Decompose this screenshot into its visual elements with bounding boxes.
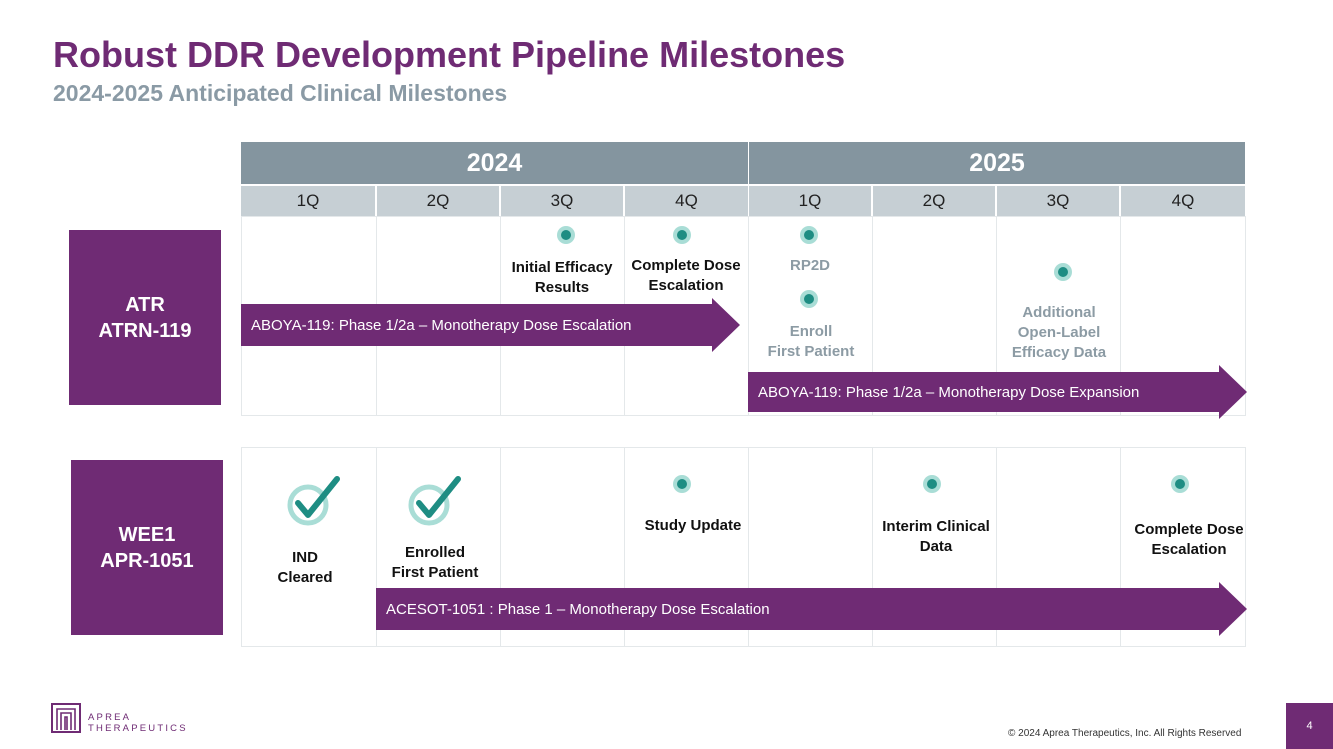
- page-subtitle: 2024-2025 Anticipated Clinical Milestone…: [53, 80, 508, 106]
- quarter-header: 4Q: [625, 186, 748, 216]
- milestone-complete-dose-escalation-wee1: Complete Dose Escalation: [1134, 520, 1243, 560]
- arrow-head: [1219, 365, 1247, 419]
- milestone-text-line: Interim Clinical: [882, 518, 990, 535]
- wee1-row-label: WEE1 APR-1051: [71, 460, 223, 635]
- grid-divider: [748, 216, 749, 416]
- milestone-interim-clinical-data: Interim Clinical Data: [882, 517, 990, 557]
- milestone-text-line: Initial Efficacy: [511, 259, 613, 276]
- milestone-text-line: Additional: [1022, 304, 1096, 321]
- arrow-body: [241, 304, 713, 346]
- grid-divider: [624, 447, 625, 647]
- arrow-label: ABOYA-119: Phase 1/2a – Monotherapy Dose…: [758, 383, 1140, 401]
- grid-divider: [872, 216, 873, 416]
- quarter-header: 1Q: [749, 186, 871, 216]
- milestone-study-update: Study Update: [644, 517, 742, 534]
- page-number: 4: [1286, 703, 1333, 749]
- milestone-dot: [800, 226, 818, 244]
- quarter-header: 3Q: [997, 186, 1119, 216]
- arrow-label: ACESOT-1051 : Phase 1 – Monotherapy Dose…: [386, 600, 770, 618]
- atr-label-line2: ATRN-119: [98, 319, 192, 342]
- wee1-dose-escalation-arrow: ACESOT-1051 : Phase 1 – Monotherapy Dose…: [376, 582, 1247, 636]
- milestone-text-line: Enrolled: [404, 544, 465, 561]
- check-icon: [287, 476, 340, 526]
- year-header-2024: 2024: [241, 142, 748, 184]
- milestone-rp2d: RP2D: [789, 257, 831, 274]
- milestone-text-line: First Patient: [391, 564, 479, 581]
- milestone-dot: [1171, 475, 1189, 493]
- grid-divider: [1120, 216, 1121, 416]
- quarter-header: 1Q: [241, 186, 375, 216]
- milestone-dot: [923, 475, 941, 493]
- milestone-dot: [800, 290, 818, 308]
- wee1-row-grid: [241, 447, 1246, 647]
- company-logo-text: APREA THERAPEUTICS: [88, 712, 188, 734]
- milestone-text-line: Enroll: [789, 323, 833, 340]
- milestone-dot: [1054, 263, 1072, 281]
- milestone-text-line: IND: [292, 549, 318, 566]
- milestone-text-line: Efficacy Data: [1011, 344, 1107, 361]
- atr-dose-expansion-arrow: ABOYA-119: Phase 1/2a – Monotherapy Dose…: [748, 365, 1247, 419]
- grid-divider: [872, 447, 873, 647]
- milestone-text-line: Open-Label: [1017, 324, 1101, 341]
- grid-divider: [500, 447, 501, 647]
- milestone-text-line: Escalation: [1151, 541, 1227, 558]
- arrow-body: [748, 372, 1220, 412]
- milestone-ind-cleared: IND Cleared: [277, 548, 332, 588]
- milestone-text-line: Escalation: [648, 277, 724, 294]
- atr-dose-escalation-arrow: ABOYA-119: Phase 1/2a – Monotherapy Dose…: [241, 298, 740, 352]
- milestone-text-line: Cleared: [277, 569, 333, 586]
- page-title: Robust DDR Development Pipeline Mileston…: [53, 34, 846, 75]
- milestone-dot: [673, 226, 691, 244]
- grid-divider: [748, 447, 749, 647]
- milestone-dot: [557, 226, 575, 244]
- atr-label-line1: ATR: [125, 293, 165, 316]
- copyright-notice: © 2024 Aprea Therapeutics, Inc. All Righ…: [1008, 728, 1242, 739]
- wee1-label-line1: WEE1: [118, 523, 176, 546]
- milestone-text-line: Data: [919, 538, 953, 555]
- aprea-logo-icon: [51, 703, 81, 733]
- milestone-enrolled-first-patient: Enrolled First Patient: [392, 543, 479, 583]
- wee1-label-line2: APR-1051: [100, 549, 194, 572]
- grid-divider: [996, 447, 997, 647]
- quarter-header: 3Q: [501, 186, 623, 216]
- grid-divider: [1120, 447, 1121, 647]
- milestone-text-line: Complete Dose: [631, 257, 741, 274]
- milestone-dot: [673, 475, 691, 493]
- arrow-head: [712, 298, 740, 352]
- logo-line2: THERAPEUTICS: [88, 723, 188, 734]
- quarter-header: 4Q: [1121, 186, 1245, 216]
- milestone-complete-dose-escalation: Complete Dose Escalation: [631, 256, 740, 296]
- grid-divider: [996, 216, 997, 416]
- milestone-text-line: First Patient: [767, 343, 855, 360]
- year-header-2025: 2025: [749, 142, 1245, 184]
- arrow-head: [1219, 582, 1247, 636]
- check-icon: [408, 476, 461, 526]
- quarter-header: 2Q: [377, 186, 499, 216]
- milestone-initial-efficacy: Initial Efficacy Results: [512, 258, 613, 298]
- arrow-label: ABOYA-119: Phase 1/2a – Monotherapy Dose…: [251, 316, 632, 334]
- logo-line1: APREA: [88, 712, 132, 723]
- quarter-header: 2Q: [873, 186, 995, 216]
- milestone-enroll-first-patient: Enroll First Patient: [768, 322, 855, 362]
- milestone-text-line: Results: [534, 279, 590, 296]
- arrow-body: [376, 588, 1220, 630]
- milestone-text-line: Complete Dose: [1134, 521, 1244, 538]
- milestone-additional-efficacy-data: Additional Open-Label Efficacy Data: [1012, 303, 1106, 363]
- grid-divider: [376, 447, 377, 647]
- atr-row-label: ATR ATRN-119: [69, 230, 221, 405]
